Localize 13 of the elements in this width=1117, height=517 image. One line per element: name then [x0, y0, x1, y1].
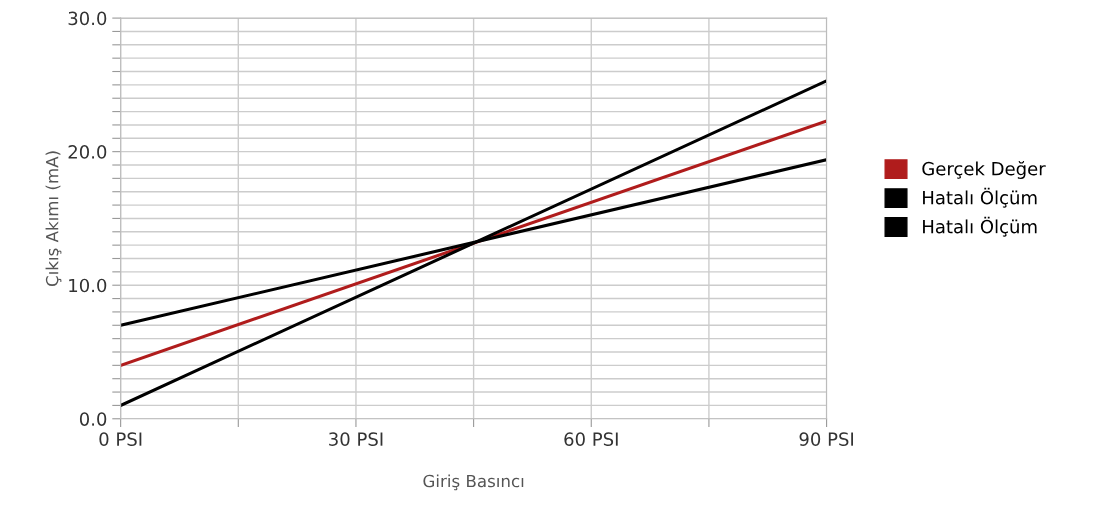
y-axis-title: Çıkış Akımı (mA)	[45, 151, 62, 286]
y-tick-label: 0.0	[79, 412, 107, 426]
x-axis-title: Giriş Basıncı	[423, 474, 524, 491]
legend-label: Gerçek Değer	[922, 161, 1046, 179]
x-tick-label: 60 PSI	[564, 432, 618, 446]
y-tick-label: 30.0	[68, 11, 107, 26]
legend-label: Hatalı Ölçüm	[923, 187, 1037, 208]
x-tick-label: 90 PSI	[799, 432, 853, 446]
legend-label: Hatalı Ölçüm	[923, 216, 1037, 237]
x-tick-label: 30 PSI	[329, 432, 383, 446]
y-tick-label: 20.0	[68, 145, 107, 159]
y-tick-label: 10.0	[69, 278, 107, 293]
x-tick-label: 0 PSI	[99, 432, 142, 446]
